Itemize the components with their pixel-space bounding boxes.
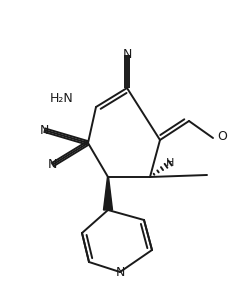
Text: O: O [217, 130, 227, 143]
Text: N: N [115, 265, 125, 278]
Text: H: H [166, 158, 174, 168]
Text: N: N [47, 159, 57, 171]
Polygon shape [103, 177, 113, 210]
Text: H₂N: H₂N [50, 91, 74, 104]
Text: N: N [122, 49, 132, 61]
Text: N: N [39, 123, 49, 136]
